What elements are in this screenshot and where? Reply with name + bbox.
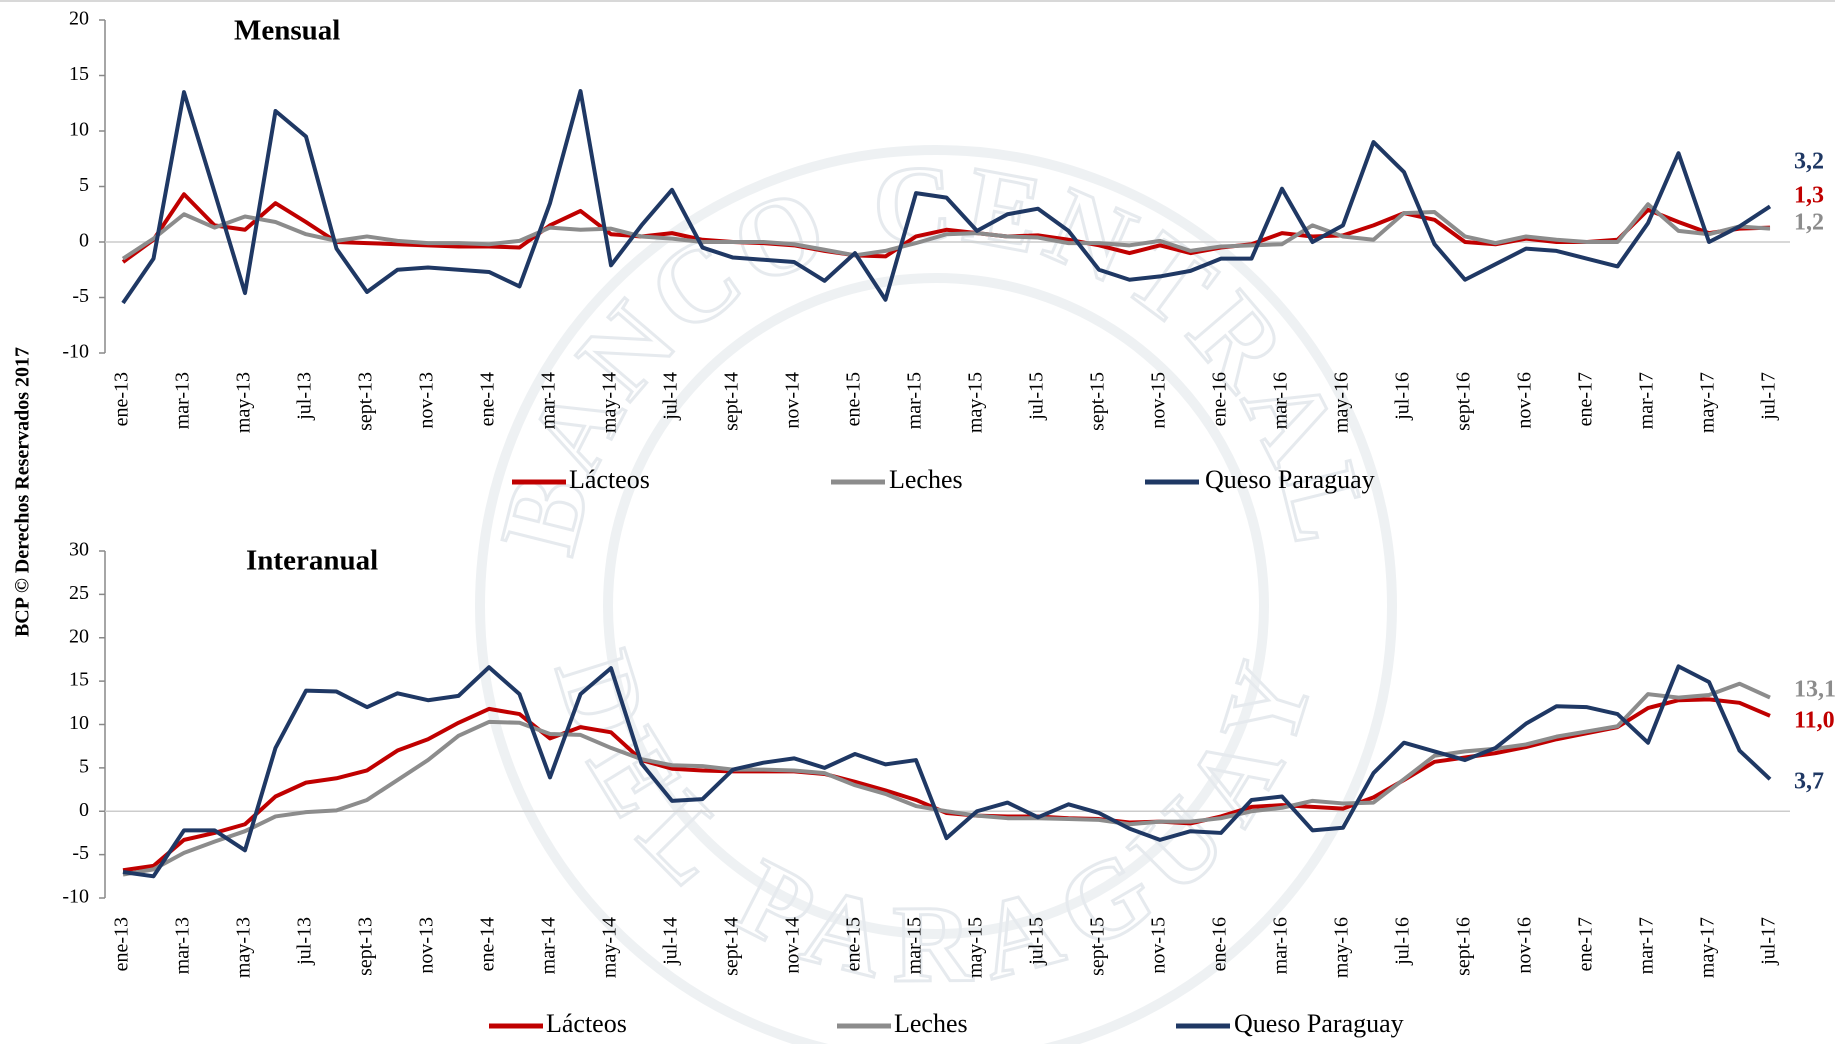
data-label: 3,2 <box>1794 149 1824 175</box>
x-tick-label: nov-16 <box>1514 372 1536 429</box>
x-tick-label: mar-16 <box>1270 917 1292 974</box>
x-tick-label: may-16 <box>1331 372 1353 433</box>
x-tick-label: jul-17 <box>1758 372 1780 421</box>
x-tick-label: mar-17 <box>1636 372 1658 429</box>
x-tick-label: jul-13 <box>294 917 316 966</box>
x-tick-label: ene-15 <box>843 917 865 971</box>
x-tick-label: ene-14 <box>477 917 499 971</box>
x-tick-label: mar-13 <box>172 372 194 429</box>
x-tick-label: sept-14 <box>721 372 743 431</box>
legend-label: Leches <box>889 465 963 494</box>
y-tick-label: 30 <box>69 539 89 561</box>
chart: Interanual -10 -5 0 5 10 15 20 25 30 ene-13 mar-13 m… <box>62 539 1835 1038</box>
x-tick-label: jul-14 <box>660 917 682 966</box>
x-tick-label: ene-17 <box>1575 372 1597 426</box>
watermark-text: BANCO CENTRAL <box>475 140 1385 566</box>
x-tick-label: mar-14 <box>538 372 560 429</box>
x-tick-label: jul-15 <box>1026 917 1048 966</box>
x-tick-label: jul-16 <box>1392 917 1414 966</box>
x-tick-label: ene-13 <box>111 372 133 426</box>
x-tick-label: sept-15 <box>1087 372 1109 431</box>
data-label: 3,7 <box>1794 769 1824 795</box>
y-tick-label: 10 <box>69 712 89 734</box>
x-tick-label: mar-17 <box>1636 917 1658 974</box>
chart-title: Interanual <box>246 545 378 577</box>
x-tick-label: mar-16 <box>1270 372 1292 429</box>
x-tick-label: sept-16 <box>1453 917 1475 976</box>
data-label: 11,0 <box>1794 708 1835 734</box>
x-tick-label: sept-16 <box>1453 372 1475 431</box>
y-tick-label: 15 <box>69 63 89 85</box>
x-tick-label: ene-14 <box>477 372 499 426</box>
chart-title: Mensual <box>234 15 340 47</box>
y-tick-label: 20 <box>69 8 89 30</box>
series-line <box>122 681 1771 877</box>
x-tick-label: nov-14 <box>782 917 804 974</box>
x-tick-label: sept-14 <box>721 917 743 976</box>
x-tick-label: nov-14 <box>782 372 804 429</box>
series-line <box>121 89 1772 305</box>
x-tick-label: may-14 <box>599 917 621 978</box>
legend-label: Leches <box>894 1009 968 1038</box>
x-tick-label: jul-16 <box>1392 372 1414 421</box>
series-line <box>121 202 1771 261</box>
x-tick-label: ene-17 <box>1575 917 1597 971</box>
y-tick-label: 25 <box>69 582 89 604</box>
x-tick-label: sept-13 <box>355 917 377 976</box>
x-tick-label: nov-13 <box>416 372 438 429</box>
legend-label: Lácteos <box>569 465 650 494</box>
x-tick-label: may-13 <box>233 917 255 978</box>
x-tick-label: may-13 <box>233 372 255 433</box>
y-tick-label: 5 <box>79 755 89 777</box>
x-tick-label: may-15 <box>965 372 987 433</box>
y-tick-label: 20 <box>69 625 89 647</box>
y-tick-label: -5 <box>72 842 89 864</box>
x-tick-label: nov-13 <box>416 917 438 974</box>
x-tick-label: jul-13 <box>294 372 316 421</box>
y-tick-label: -10 <box>62 341 89 363</box>
x-tick-label: nov-16 <box>1514 917 1536 974</box>
y-tick-label: 0 <box>79 799 89 821</box>
watermark: BANCO CENTRAL DEL PARAGUAY <box>475 140 1397 1044</box>
x-tick-label: ene-15 <box>843 372 865 426</box>
x-tick-label: mar-15 <box>904 372 926 429</box>
legend-label: Lácteos <box>546 1009 627 1038</box>
x-tick-label: sept-15 <box>1087 917 1109 976</box>
x-tick-label: may-16 <box>1331 917 1353 978</box>
legend-label: Queso Paraguay <box>1205 465 1375 494</box>
data-label: 13,1 <box>1794 677 1835 703</box>
x-tick-label: mar-14 <box>538 917 560 974</box>
data-label: 1,3 <box>1794 183 1824 209</box>
x-tick-label: may-15 <box>965 917 987 978</box>
x-tick-label: jul-15 <box>1026 372 1048 421</box>
side-label: BCP © Derechos Reservados 2017 <box>12 347 34 637</box>
x-tick-label: mar-13 <box>172 917 194 974</box>
y-tick-label: 0 <box>79 230 89 252</box>
series-line <box>122 664 1772 879</box>
watermark-ring <box>603 273 1269 939</box>
y-tick-label: -5 <box>72 285 89 307</box>
x-tick-label: mar-15 <box>904 917 926 974</box>
y-tick-label: 5 <box>79 174 89 196</box>
watermark-ring <box>475 145 1397 1044</box>
y-tick-label: -10 <box>62 886 89 908</box>
x-tick-label: nov-15 <box>1148 372 1170 429</box>
y-tick-label: 15 <box>69 669 89 691</box>
x-tick-label: may-17 <box>1697 917 1719 978</box>
legend-label: Queso Paraguay <box>1234 1009 1404 1038</box>
x-tick-label: sept-13 <box>355 372 377 431</box>
y-tick-label: 10 <box>69 119 89 141</box>
x-tick-label: ene-13 <box>111 917 133 971</box>
x-tick-label: may-14 <box>599 372 621 433</box>
chart: Mensual -10 -5 0 5 10 15 20 ene-13 mar-13 may-13 ju… <box>62 8 1824 494</box>
x-tick-label: jul-14 <box>660 372 682 421</box>
x-tick-label: ene-16 <box>1209 372 1231 426</box>
data-label: 1,2 <box>1794 210 1824 236</box>
x-tick-label: may-17 <box>1697 372 1719 433</box>
x-tick-label: jul-17 <box>1758 917 1780 966</box>
x-tick-label: ene-16 <box>1209 917 1231 971</box>
watermark-text: BANCO CENTRAL <box>477 142 1396 565</box>
x-tick-label: nov-15 <box>1148 917 1170 974</box>
